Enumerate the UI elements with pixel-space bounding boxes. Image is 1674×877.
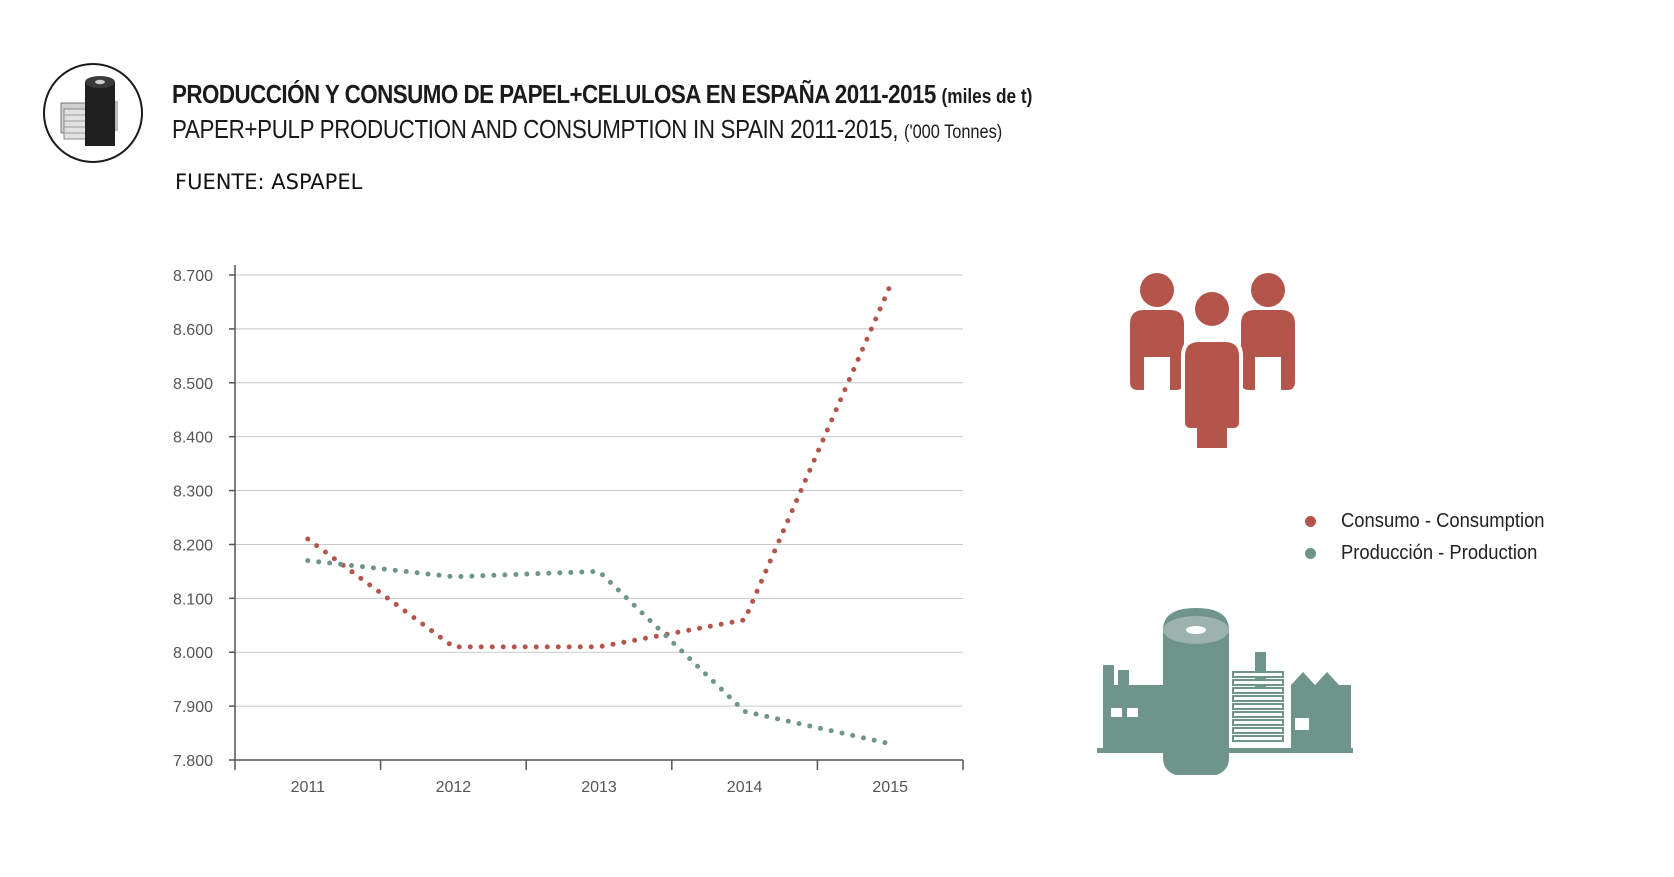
legend-consumo-bold: Consumo [1341,509,1420,532]
y-tick-label: 8.400 [173,430,213,447]
chart-legend: Consumo - Consumption Producción - Produ… [1305,505,1562,569]
legend-label-consumo: Consumo - Consumption [1341,510,1545,533]
x-tick-label: 2011 [291,779,326,796]
line-chart: 7.800 7.900 8.000 8.100 8.200 8.300 8.400 8.500… [173,265,964,796]
title-en: PAPER+PULP PRODUCTION AND CONSUMPTION IN… [172,114,1002,145]
legend-produccion-sep: - [1433,541,1450,564]
y-tick-label: 7.800 [173,753,213,770]
legend-item-consumo: Consumo - Consumption [1305,505,1562,537]
x-tick-label: 2014 [727,779,763,796]
title-en-text: PAPER+PULP PRODUCTION AND CONSUMPTION IN… [172,114,899,144]
y-tick-label: 8.100 [173,591,213,608]
y-tick-label: 8.600 [173,322,213,339]
factory-icon [1097,608,1353,775]
y-tick-label: 8.500 [173,376,213,393]
y-tick-label: 8.700 [173,268,213,285]
legend-consumo-sep: - [1419,509,1437,532]
y-tick-label: 8.200 [173,537,213,554]
title-es-text: PRODUCCIÓN Y CONSUMO DE PAPEL+CELULOSA E… [172,79,936,109]
legend-marker-produccion [1305,547,1316,559]
paper-roll-logo [43,63,143,163]
legend-produccion-bold: Producción [1341,541,1434,564]
people-icon [1130,273,1295,450]
legend-marker-consumo [1305,515,1316,527]
legend-label-produccion: Producción - Production [1341,542,1537,565]
y-tick-label: 8.300 [173,484,213,501]
x-tick-label: 2012 [436,779,472,796]
paper-roll-icon [60,76,118,146]
title-es: PRODUCCIÓN Y CONSUMO DE PAPEL+CELULOSA E… [172,79,1032,110]
y-tick-label: 7.900 [173,699,213,716]
series-line-consumo [305,283,893,650]
title-en-unit: ('000 Tonnes) [904,122,1003,143]
y-tick-label: 8.000 [173,645,213,662]
legend-consumo-rest: Consumption [1436,509,1545,532]
title-es-unit: (miles de t) [941,86,1033,108]
x-tick-label: 2013 [581,779,617,796]
series-line-produccion [305,558,893,747]
x-tick-label: 2015 [872,779,908,796]
legend-produccion-rest: Production [1449,541,1538,564]
legend-item-produccion: Producción - Production [1305,537,1562,569]
source-label: FUENTE: ASPAPEL [175,170,363,194]
